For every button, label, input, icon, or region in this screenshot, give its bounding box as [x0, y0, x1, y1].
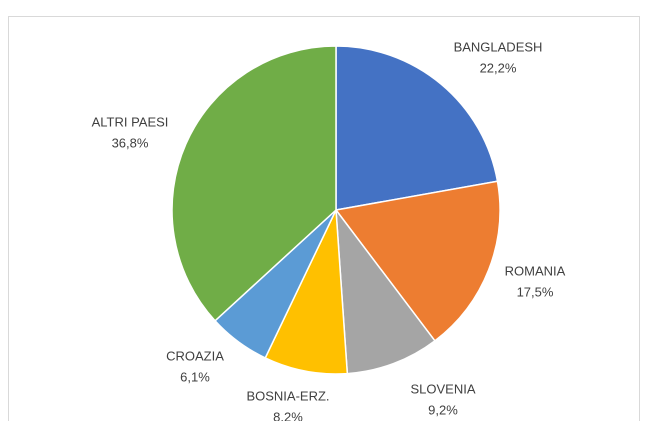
pie-slice: [171, 45, 337, 322]
pie-slice: [334, 180, 501, 342]
slice-value-label: 36,8%: [112, 135, 149, 150]
slice-value-label: 8,2%: [273, 409, 303, 421]
slice-label: SLOVENIA: [410, 381, 475, 396]
slice-label: BANGLADESH: [454, 39, 543, 54]
slice-value-label: 22,2%: [480, 60, 517, 75]
slice-label: ROMANIA: [505, 263, 566, 278]
slice-label: CROAZIA: [166, 348, 224, 363]
slice-label: ALTRI PAESI: [92, 114, 169, 129]
pie-slice: [335, 207, 436, 375]
slice-value-label: 6,1%: [180, 369, 210, 384]
slice-label: BOSNIA-ERZ.: [246, 388, 329, 403]
slice-value-label: 9,2%: [428, 402, 458, 417]
slice-value-label: 17,5%: [517, 284, 554, 299]
pie-slice: [335, 45, 499, 211]
